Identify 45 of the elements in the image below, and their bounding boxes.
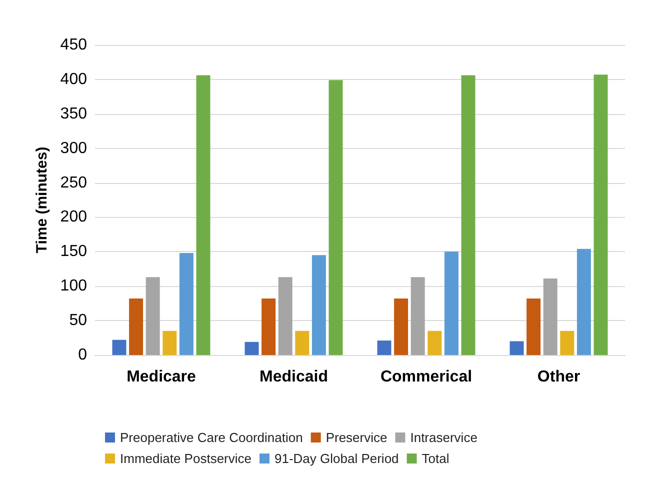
legend-label: Immediate Postservice bbox=[120, 451, 252, 466]
bar bbox=[328, 80, 343, 355]
bar bbox=[162, 330, 177, 355]
y-tick-label: 450 bbox=[60, 36, 88, 54]
bar bbox=[312, 255, 326, 355]
bar bbox=[146, 277, 160, 355]
y-tick-label: 50 bbox=[69, 312, 88, 330]
bar bbox=[461, 75, 476, 355]
bar bbox=[510, 341, 524, 355]
x-tick-label: Commerical bbox=[380, 368, 472, 386]
y-tick-label: 300 bbox=[60, 140, 88, 157]
x-tick-label: Other bbox=[537, 368, 580, 386]
y-axis-title: Time (minutes) bbox=[33, 146, 50, 254]
bar bbox=[526, 298, 541, 355]
bar bbox=[560, 330, 574, 355]
bar bbox=[244, 342, 259, 355]
x-tick-label: Medicaid bbox=[260, 368, 328, 386]
y-tick-label: 350 bbox=[60, 105, 88, 122]
bar bbox=[394, 298, 408, 355]
bar bbox=[179, 253, 194, 355]
bar bbox=[129, 298, 144, 355]
legend-label: Total bbox=[422, 451, 450, 466]
bar bbox=[576, 248, 591, 355]
legend-label: Intraservice bbox=[410, 430, 478, 445]
bar bbox=[262, 298, 276, 355]
y-tick-label: 250 bbox=[60, 174, 88, 192]
bar bbox=[594, 74, 608, 355]
bar bbox=[278, 277, 292, 355]
bar bbox=[428, 330, 442, 355]
y-tick-label: 200 bbox=[60, 208, 88, 226]
bar bbox=[543, 278, 558, 355]
bar bbox=[410, 277, 425, 355]
bar bbox=[196, 75, 210, 355]
y-tick-label: 0 bbox=[78, 346, 88, 364]
x-tick-label: Medicare bbox=[126, 368, 196, 386]
bar bbox=[377, 340, 392, 355]
legend-label: Preoperative Care Coordination bbox=[120, 430, 303, 445]
y-tick-label: 400 bbox=[60, 70, 88, 88]
legend-label: 91-Day Global Period bbox=[274, 451, 399, 466]
bar bbox=[295, 330, 310, 355]
bar bbox=[444, 252, 458, 355]
legend-label: Preservice bbox=[326, 430, 388, 445]
bar bbox=[112, 340, 126, 355]
y-tick-label: 150 bbox=[60, 243, 88, 260]
y-tick-label: 100 bbox=[60, 278, 88, 295]
